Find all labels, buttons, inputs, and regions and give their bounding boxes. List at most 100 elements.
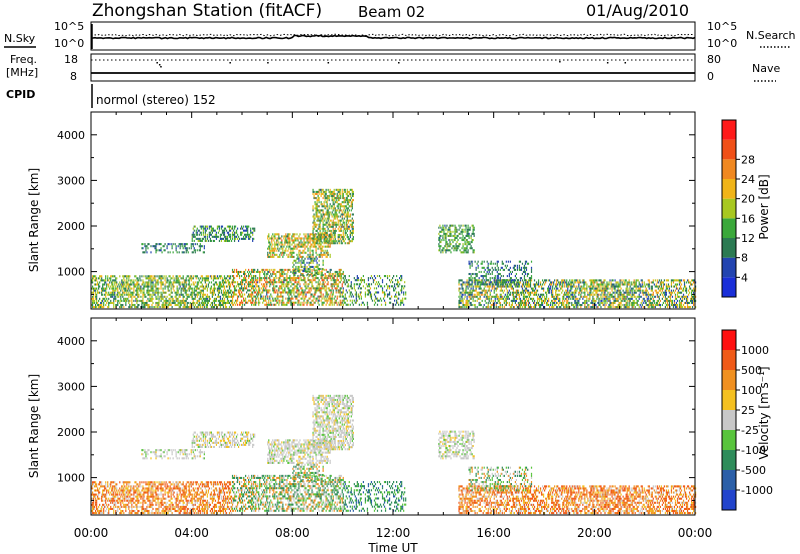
power-cell <box>439 239 441 242</box>
power-cell <box>278 289 280 292</box>
power-cell <box>212 229 215 232</box>
power-cell <box>204 293 206 296</box>
power-cell <box>388 293 391 296</box>
power-cell <box>504 299 506 302</box>
power-cell <box>210 225 212 228</box>
power-cell <box>220 303 223 307</box>
power-cell <box>489 301 491 304</box>
power-cell <box>251 270 253 273</box>
power-cell <box>448 226 450 229</box>
power-cell <box>520 303 523 307</box>
power-cell <box>346 217 348 220</box>
power-cell <box>150 281 152 284</box>
power-cell <box>341 225 343 228</box>
power-cell <box>137 291 139 294</box>
power-cell <box>131 293 133 296</box>
power-cell <box>360 279 362 282</box>
power-cell <box>333 192 335 195</box>
power-cell <box>233 239 236 242</box>
power-cell <box>267 235 269 238</box>
power-cell <box>111 293 113 296</box>
power-cell <box>350 240 352 243</box>
power-cell <box>522 303 525 307</box>
power-cell <box>450 234 452 237</box>
power-cell <box>157 281 159 284</box>
power-cell <box>464 241 466 244</box>
power-cell <box>309 241 311 244</box>
power-cell <box>166 306 168 309</box>
power-echo-cells <box>91 188 697 309</box>
power-cell <box>396 301 398 304</box>
power-cell <box>498 297 500 300</box>
power-cell <box>152 285 154 288</box>
nave-dip <box>398 62 400 64</box>
power-cell <box>459 232 461 235</box>
power-cell <box>317 233 319 237</box>
power-cell <box>308 267 310 271</box>
power-cell <box>488 285 490 288</box>
power-cell <box>313 238 315 241</box>
power-cell <box>198 287 200 290</box>
power-cell <box>346 227 348 230</box>
power-cell <box>307 253 309 256</box>
power-cell <box>515 303 518 307</box>
power-cell <box>276 239 278 242</box>
power-cell <box>323 238 325 241</box>
power-cell <box>121 287 123 290</box>
power-cell <box>203 287 205 290</box>
power-cell <box>332 279 334 282</box>
power-cell <box>184 287 186 290</box>
power-cell <box>263 268 265 271</box>
power-cell <box>524 303 527 307</box>
power-cell <box>232 279 235 282</box>
power-cell <box>308 263 310 266</box>
power-cell <box>343 299 345 302</box>
power-cell <box>315 245 317 248</box>
power-cell <box>442 236 444 240</box>
power-cell <box>316 236 318 239</box>
power-cell <box>199 303 201 307</box>
power-cell <box>280 268 282 271</box>
power-cell <box>470 285 472 288</box>
power-cell <box>161 251 163 254</box>
power-cell <box>279 268 281 271</box>
power-cell <box>114 283 116 286</box>
power-cell <box>491 281 493 284</box>
power-cell <box>124 293 126 296</box>
power-cell <box>179 293 181 296</box>
power-cell <box>533 301 536 304</box>
power-cell <box>162 245 164 248</box>
power-cell <box>488 281 490 284</box>
power-cell <box>159 275 161 278</box>
power-cell <box>338 242 340 245</box>
power-cell <box>327 243 329 246</box>
power-cell <box>323 251 325 254</box>
power-cell <box>466 241 468 244</box>
power-cell <box>105 275 107 278</box>
power-cell <box>324 190 326 193</box>
power-cell <box>268 245 270 248</box>
power-cell <box>331 211 333 214</box>
power-cell <box>329 253 331 256</box>
power-cell <box>309 245 311 248</box>
power-cell <box>293 272 295 276</box>
power-cell <box>328 199 330 202</box>
power-cell <box>170 289 172 292</box>
power-cell <box>254 281 256 284</box>
power-cell <box>124 291 126 294</box>
power-cell <box>321 231 323 234</box>
power-cell <box>185 279 187 282</box>
power-cell <box>189 303 191 307</box>
power-cell <box>193 297 195 300</box>
power-cell <box>460 283 462 286</box>
power-cell <box>337 279 339 282</box>
power-cell <box>224 277 227 280</box>
power-cell <box>463 297 465 300</box>
power-cell <box>267 255 269 258</box>
power-cell <box>480 281 482 284</box>
power-cell <box>341 213 343 216</box>
power-cell <box>104 293 106 296</box>
power-cell <box>252 233 254 236</box>
power-cell <box>262 297 264 300</box>
power-cell <box>495 289 497 292</box>
